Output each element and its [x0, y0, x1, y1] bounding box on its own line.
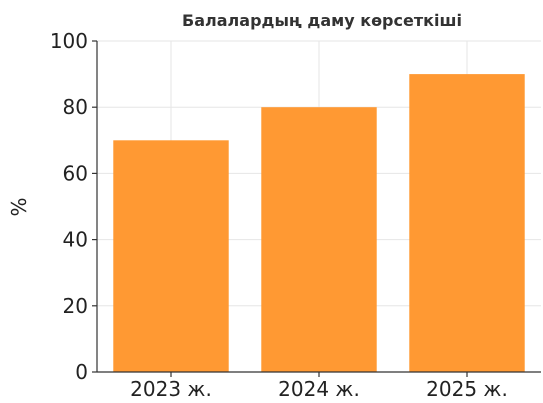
chart-title: Балалардың даму көрсеткіші: [182, 11, 462, 30]
bars: [113, 74, 525, 372]
y-axis-label: %: [7, 197, 31, 216]
y-tick-label: 80: [63, 95, 88, 119]
x-ticks: 2023 ж. 2024 ж. 2025 ж.: [130, 372, 508, 401]
bar-2: [261, 107, 377, 372]
y-tick-label: 0: [75, 360, 88, 384]
x-tick-label: 2025 ж.: [426, 377, 508, 401]
bar-3: [409, 74, 525, 372]
x-tick-label: 2024 ж.: [278, 377, 360, 401]
y-tick-label: 40: [63, 228, 88, 252]
y-tick-label: 60: [63, 161, 88, 185]
x-tick-label: 2023 ж.: [130, 377, 212, 401]
y-tick-label: 100: [50, 29, 88, 53]
y-ticks: 0 20 40 60 80 100: [50, 29, 97, 384]
y-tick-label: 20: [63, 294, 88, 318]
bar-1: [113, 140, 229, 372]
